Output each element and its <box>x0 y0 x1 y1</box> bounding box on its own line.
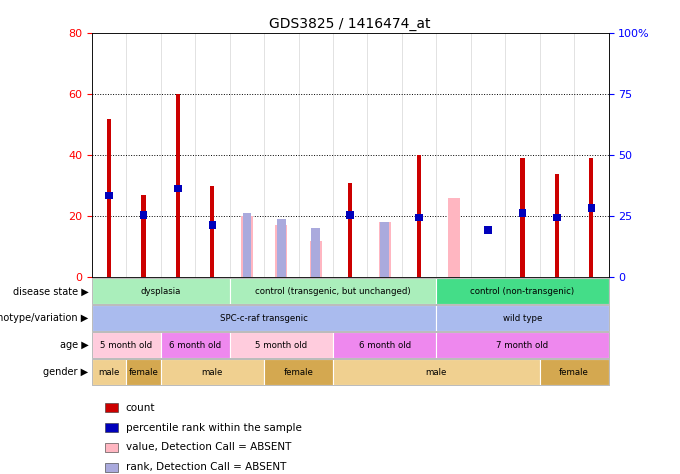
Text: dysplasia: dysplasia <box>141 287 181 296</box>
Text: count: count <box>126 402 155 413</box>
Bar <box>347 211 354 219</box>
Bar <box>380 222 389 277</box>
Text: disease state ▶: disease state ▶ <box>13 286 88 296</box>
Bar <box>140 211 147 219</box>
Bar <box>209 221 216 229</box>
Bar <box>105 192 113 200</box>
Text: 6 month old: 6 month old <box>169 341 221 350</box>
Bar <box>243 213 251 277</box>
Bar <box>415 214 423 221</box>
Bar <box>277 219 286 277</box>
Bar <box>554 214 560 221</box>
Text: male: male <box>426 368 447 377</box>
Bar <box>447 198 460 277</box>
Bar <box>588 204 595 212</box>
Text: 5 month old: 5 month old <box>255 341 307 350</box>
Text: percentile rank within the sample: percentile rank within the sample <box>126 422 302 433</box>
Bar <box>519 209 526 217</box>
Bar <box>176 94 180 277</box>
Text: SPC-c-raf transgenic: SPC-c-raf transgenic <box>220 314 308 323</box>
Text: male: male <box>202 368 223 377</box>
Bar <box>484 226 492 234</box>
Bar <box>107 118 111 277</box>
Bar <box>174 184 182 192</box>
Title: GDS3825 / 1416474_at: GDS3825 / 1416474_at <box>269 17 431 31</box>
Text: age ▶: age ▶ <box>60 340 88 350</box>
Text: female: female <box>559 368 589 377</box>
Text: female: female <box>129 368 158 377</box>
Bar <box>555 173 559 277</box>
Bar <box>141 195 146 277</box>
Bar <box>348 182 352 277</box>
Bar <box>309 241 322 277</box>
Text: 6 month old: 6 month old <box>358 341 411 350</box>
Bar <box>210 186 214 277</box>
Bar <box>241 216 253 277</box>
Text: wild type: wild type <box>503 314 542 323</box>
Bar <box>520 158 524 277</box>
Text: 5 month old: 5 month old <box>100 341 152 350</box>
Text: control (non-transgenic): control (non-transgenic) <box>471 287 575 296</box>
Text: genotype/variation ▶: genotype/variation ▶ <box>0 313 88 323</box>
Text: gender ▶: gender ▶ <box>44 367 88 377</box>
Bar <box>311 228 320 277</box>
Bar <box>275 226 288 277</box>
Text: rank, Detection Call = ABSENT: rank, Detection Call = ABSENT <box>126 462 286 473</box>
Text: 7 month old: 7 month old <box>496 341 549 350</box>
Text: value, Detection Call = ABSENT: value, Detection Call = ABSENT <box>126 442 291 453</box>
Bar <box>379 222 391 277</box>
Text: male: male <box>99 368 120 377</box>
Bar <box>590 158 594 277</box>
Text: control (transgenic, but unchanged): control (transgenic, but unchanged) <box>255 287 411 296</box>
Bar <box>417 155 421 277</box>
Text: female: female <box>284 368 313 377</box>
